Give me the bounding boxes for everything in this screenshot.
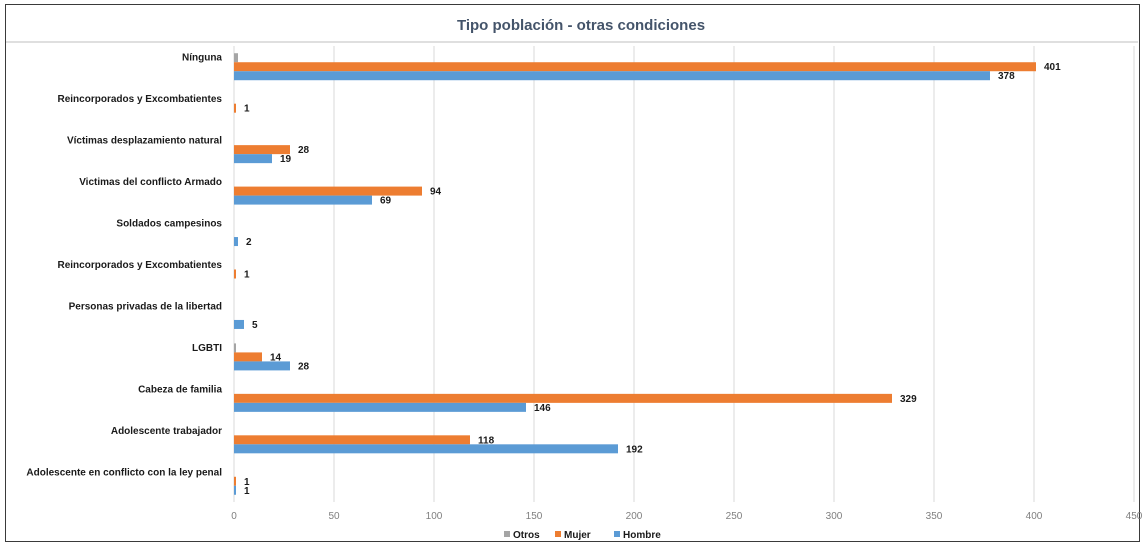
x-tick-label: 350 xyxy=(926,511,943,522)
category-label: LGBTI xyxy=(192,343,222,354)
bar-mujer xyxy=(234,476,236,486)
bar-hombre xyxy=(234,71,990,81)
bar-mujer xyxy=(234,62,1036,72)
x-tick-label: 450 xyxy=(1126,511,1143,522)
data-label-hombre: 146 xyxy=(534,403,551,414)
bar-otros xyxy=(234,53,238,63)
data-label-mujer: 118 xyxy=(478,435,495,446)
bar-hombre xyxy=(234,319,244,329)
bar-otros xyxy=(234,343,236,353)
bar-mujer xyxy=(234,352,262,362)
data-label-hombre: 378 xyxy=(998,71,1015,82)
data-label-mujer: 1 xyxy=(244,477,250,488)
legend-swatch-mujer xyxy=(555,531,561,537)
bar-mujer xyxy=(234,103,236,113)
bar-hombre xyxy=(234,361,290,371)
bar-hombre xyxy=(234,154,272,164)
category-label: Nínguna xyxy=(182,53,222,64)
data-label-hombre: 19 xyxy=(280,154,292,165)
legend-label-otros: Otros xyxy=(513,530,540,541)
data-label-mujer: 28 xyxy=(298,145,310,156)
data-label-hombre: 2 xyxy=(246,237,252,248)
x-tick-label: 0 xyxy=(231,511,237,522)
data-label-hombre: 69 xyxy=(380,196,392,207)
data-label-mujer: 1 xyxy=(244,270,250,281)
data-label-mujer: 14 xyxy=(270,352,282,363)
x-tick-label: 150 xyxy=(526,511,543,522)
data-label-mujer: 329 xyxy=(900,394,917,405)
category-label: Personas privadas de la libertad xyxy=(69,301,222,312)
data-label-hombre: 5 xyxy=(252,320,258,331)
category-labels: Nínguna Reincorporados y Excombatientes Ví… xyxy=(26,53,222,479)
bar-mujer xyxy=(234,393,892,403)
category-label: Soldados campesinos xyxy=(116,219,222,230)
x-tick-label: 400 xyxy=(1026,511,1043,522)
data-label-hombre: 28 xyxy=(298,361,310,372)
bar-hombre xyxy=(234,195,372,205)
x-tick-label: 250 xyxy=(726,511,743,522)
bar-mujer xyxy=(234,145,290,155)
category-label: Reincorporados y Excombatientes xyxy=(58,260,223,271)
x-axis-ticks: 0 50 100 150 200 250 300 350 400 450 xyxy=(231,511,1143,522)
x-tick-label: 100 xyxy=(426,511,443,522)
bar-mujer xyxy=(234,186,422,196)
data-label-hombre: 192 xyxy=(626,444,643,455)
category-label: Reincorporados y Excombatientes xyxy=(58,94,223,105)
category-label: Cabeza de familia xyxy=(138,384,222,395)
legend: Otros Mujer Hombre xyxy=(504,530,661,541)
bar-hombre xyxy=(234,402,526,412)
category-label: Victimas del conflicto Armado xyxy=(79,177,222,188)
gridlines xyxy=(233,46,1135,502)
legend-label-hombre: Hombre xyxy=(623,530,661,541)
legend-swatch-otros xyxy=(504,531,510,537)
category-label: Adolescente trabajador xyxy=(111,426,222,437)
chart-title: Tipo población - otras condiciones xyxy=(457,17,705,34)
bar-mujer xyxy=(234,435,470,445)
data-label-mujer: 94 xyxy=(430,187,442,198)
bar-hombre xyxy=(234,444,618,454)
bar-hombre xyxy=(234,485,236,495)
category-label: Adolescente en conflicto con la ley pena… xyxy=(26,467,222,478)
x-tick-label: 50 xyxy=(328,511,340,522)
category-label: Víctimas desplazamiento natural xyxy=(67,136,222,147)
bars xyxy=(234,53,1036,495)
bar-mujer xyxy=(234,269,236,279)
data-label-mujer: 401 xyxy=(1044,62,1061,73)
x-tick-label: 300 xyxy=(826,511,843,522)
data-label-hombre: 1 xyxy=(244,486,250,497)
legend-label-mujer: Mujer xyxy=(564,530,591,541)
x-tick-label: 200 xyxy=(626,511,643,522)
bar-hombre xyxy=(234,237,238,247)
legend-swatch-hombre xyxy=(614,531,620,537)
data-label-mujer: 1 xyxy=(244,104,250,115)
